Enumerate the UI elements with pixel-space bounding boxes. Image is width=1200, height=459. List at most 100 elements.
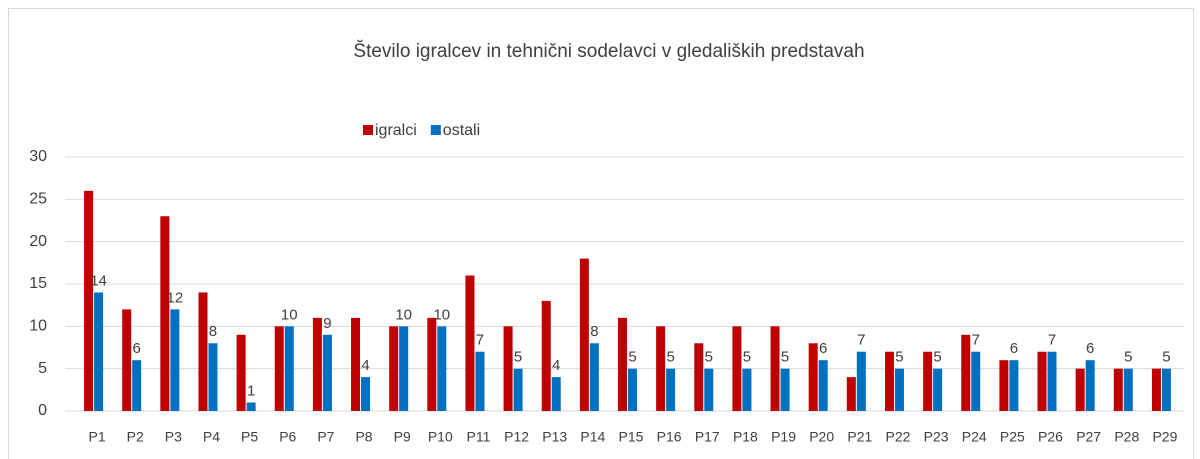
data-label: 6 <box>1086 340 1094 357</box>
bar <box>312 317 322 411</box>
data-label: 5 <box>1124 349 1132 366</box>
x-tick-label: P1 <box>89 429 106 445</box>
bar <box>160 216 170 411</box>
x-tick-label: P15 <box>619 429 644 445</box>
bar <box>884 351 894 411</box>
bar <box>856 351 866 411</box>
data-label: 7 <box>972 332 980 349</box>
bar <box>999 360 1009 411</box>
bar <box>618 317 627 411</box>
data-label: 4 <box>552 357 560 374</box>
bar <box>389 326 399 411</box>
bar <box>666 368 676 411</box>
x-tick-label: P29 <box>1152 429 1177 445</box>
bar <box>923 351 933 411</box>
y-tick-label: 25 <box>29 191 47 208</box>
bar <box>1037 351 1047 411</box>
x-tick-label: P22 <box>886 429 911 445</box>
bar <box>351 317 361 411</box>
data-label: 1 <box>247 383 255 400</box>
x-tick-label: P9 <box>394 429 411 445</box>
data-label: 5 <box>514 349 522 366</box>
data-label: 5 <box>1162 349 1170 366</box>
data-label: 10 <box>281 306 298 323</box>
bar <box>361 377 371 411</box>
bar <box>1085 360 1095 411</box>
x-tick-label: P24 <box>962 429 987 445</box>
x-tick-label: P26 <box>1038 429 1063 445</box>
x-tick-label: P21 <box>847 429 872 445</box>
x-tick-label: P3 <box>165 429 182 445</box>
data-label: 4 <box>361 357 369 374</box>
bar <box>933 368 943 411</box>
x-tick-label: P14 <box>580 429 605 445</box>
bar <box>694 343 704 411</box>
bar <box>732 326 742 411</box>
data-label: 7 <box>1048 332 1056 349</box>
x-tick-label: P28 <box>1114 429 1139 445</box>
x-tick-label: P23 <box>924 429 949 445</box>
bar <box>579 258 589 411</box>
bar <box>1123 368 1133 411</box>
y-tick-label: 20 <box>29 233 47 250</box>
bar <box>475 351 485 411</box>
bar <box>198 292 208 411</box>
bar <box>1075 368 1085 411</box>
bar <box>236 334 246 411</box>
bar <box>437 326 447 411</box>
bar <box>894 368 904 411</box>
data-label: 5 <box>895 349 903 366</box>
data-label: 8 <box>590 323 598 340</box>
x-tick-label: P25 <box>1000 429 1025 445</box>
bar <box>1047 351 1057 411</box>
x-tick-label: P13 <box>542 429 567 445</box>
bar <box>1113 368 1123 411</box>
bar <box>465 275 475 411</box>
x-tick-label: P19 <box>771 429 796 445</box>
data-label: 6 <box>819 340 827 357</box>
y-tick-label: 30 <box>29 148 47 165</box>
bar <box>322 334 332 411</box>
x-tick-label: P10 <box>428 429 453 445</box>
bar <box>399 326 409 411</box>
bar <box>551 377 561 411</box>
bar <box>246 402 256 411</box>
data-label: 5 <box>743 349 751 366</box>
data-label: 14 <box>90 272 107 289</box>
bar <box>656 326 666 411</box>
y-tick-label: 15 <box>29 275 47 292</box>
x-tick-label: P6 <box>279 429 296 445</box>
bar <box>1161 368 1171 411</box>
bar <box>1009 360 1019 411</box>
bar <box>742 368 752 411</box>
bar <box>513 368 523 411</box>
bar <box>541 300 551 411</box>
x-tick-label: P20 <box>809 429 834 445</box>
bar <box>780 368 790 411</box>
data-label: 10 <box>395 306 412 323</box>
x-tick-label: P27 <box>1076 429 1101 445</box>
bar <box>589 343 599 411</box>
bar <box>770 326 780 411</box>
data-label: 8 <box>209 323 217 340</box>
bar <box>170 309 180 411</box>
x-tick-label: P5 <box>241 429 258 445</box>
bar <box>971 351 981 411</box>
data-label: 5 <box>628 349 636 366</box>
bar <box>1151 368 1161 411</box>
bar <box>284 326 294 411</box>
x-tick-label: P16 <box>657 429 682 445</box>
bar <box>94 292 104 411</box>
bar <box>628 368 637 411</box>
bar <box>818 360 828 411</box>
bar <box>961 334 971 411</box>
legend-label: igralci <box>375 122 417 139</box>
data-label: 9 <box>323 315 331 332</box>
chart-title: Število igralcev in tehnični sodelavci v… <box>353 40 864 62</box>
bar <box>274 326 284 411</box>
data-label: 6 <box>1010 340 1018 357</box>
data-label: 7 <box>476 332 484 349</box>
bar <box>122 309 132 411</box>
y-tick-label: 0 <box>38 402 47 419</box>
